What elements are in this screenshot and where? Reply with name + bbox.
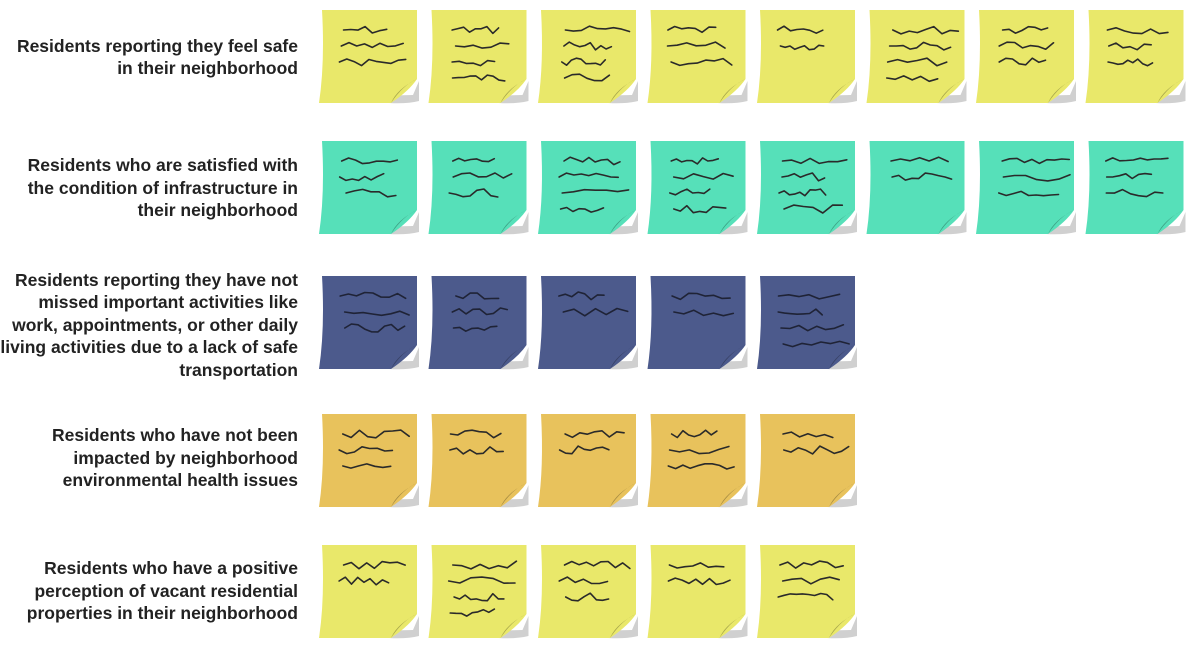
sticky-note-icon: [319, 10, 419, 104]
sticky-note-icon: [538, 10, 638, 104]
sticky-note-icon: [757, 10, 857, 104]
sticky-note-icon: [319, 141, 419, 235]
sticky-note-icon: [319, 276, 419, 370]
sticky-note-icon: [976, 141, 1076, 235]
sticky-note-icon: [866, 10, 967, 104]
row-label: Residents who are satisfied with the con…: [27, 155, 298, 221]
row-label: Residents reporting they feel safe in th…: [16, 35, 298, 79]
sticky-note-icon: [757, 414, 857, 508]
sticky-note-icon: [538, 545, 638, 639]
sticky-note-icon: [428, 414, 529, 508]
sticky-note-icon: [976, 10, 1076, 104]
sticky-note-icon: [428, 545, 529, 639]
sticky-note-icon: [647, 10, 748, 104]
sticky-note-icon: [647, 141, 748, 235]
sticky-note-icon: [647, 414, 748, 508]
sticky-note-icon: [757, 545, 857, 639]
row-label: Residents who have a positive perception…: [26, 558, 298, 624]
sticky-note-icon: [866, 141, 967, 235]
sticky-note-icon: [1085, 10, 1186, 104]
sticky-note-icon: [538, 276, 638, 370]
row-label: Residents reporting they have not missed…: [0, 269, 298, 380]
sticky-note-icon: [538, 414, 638, 508]
sticky-note-icon: [319, 414, 419, 508]
sticky-note-icon: [428, 141, 529, 235]
row-label: Residents who have not been impacted by …: [51, 425, 298, 491]
sticky-note-icon: [428, 10, 529, 104]
sticky-note-icon: [538, 141, 638, 235]
sticky-note-icon: [647, 276, 748, 370]
sticky-note-icon: [428, 276, 529, 370]
sticky-note-icon: [757, 141, 857, 235]
sticky-note-icon: [647, 545, 748, 639]
sticky-note-icon: [757, 276, 857, 370]
sticky-note-icon: [1085, 141, 1186, 235]
sticky-note-icon: [319, 545, 419, 639]
